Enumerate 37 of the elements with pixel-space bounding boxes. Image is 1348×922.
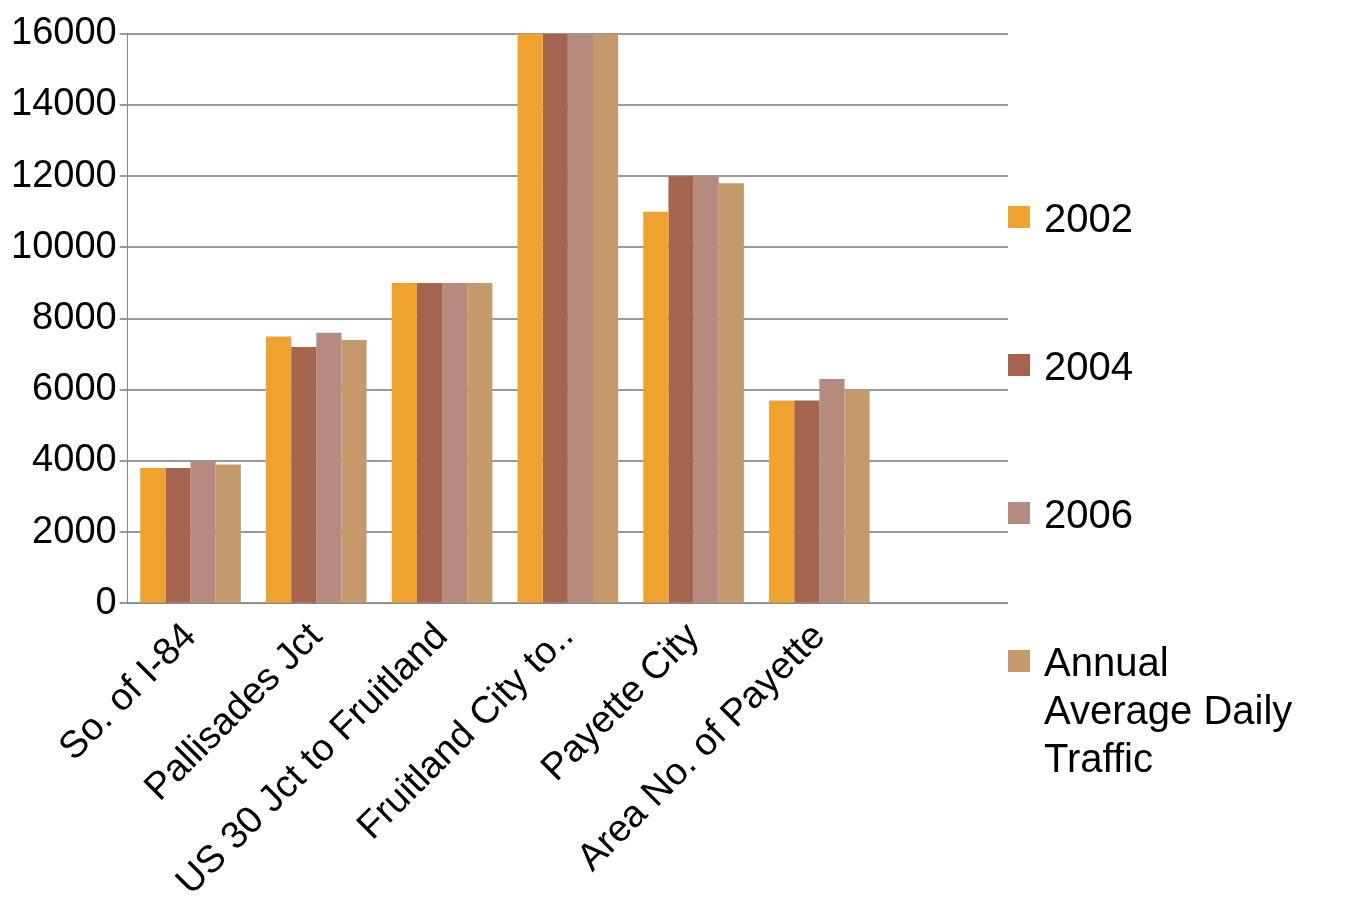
y-tick-label: 4000 — [32, 437, 117, 480]
y-tick-label: 12000 — [11, 152, 117, 195]
bar — [467, 283, 493, 603]
bar — [517, 33, 543, 603]
bar — [567, 33, 593, 603]
bar — [266, 336, 292, 603]
y-tick-label: 16000 — [11, 10, 117, 53]
legend-label: Annual Average Daily Traffic — [1044, 639, 1294, 782]
bar — [693, 176, 719, 603]
bar — [542, 33, 568, 603]
bar — [165, 468, 191, 603]
y-tick-label: 0 — [95, 579, 117, 622]
bar — [442, 283, 468, 603]
bar — [794, 400, 820, 603]
y-tick-label: 10000 — [11, 223, 117, 266]
y-tick-label: 6000 — [32, 366, 117, 409]
bar — [643, 211, 669, 603]
bar — [391, 283, 417, 603]
bar — [769, 400, 795, 603]
bar — [819, 379, 845, 603]
bar — [215, 464, 241, 603]
bar — [140, 468, 166, 603]
legend-label: 2006 — [1044, 491, 1133, 538]
bar — [844, 389, 870, 603]
y-tick-label: 2000 — [32, 508, 117, 551]
legend-label: 2002 — [1044, 195, 1133, 242]
bar — [316, 332, 342, 603]
bar — [592, 33, 619, 603]
y-tick-label: 8000 — [32, 295, 117, 338]
bar — [668, 176, 694, 603]
bar — [416, 283, 443, 603]
bar — [291, 347, 317, 603]
bar — [190, 461, 216, 603]
legend-label: 2004 — [1044, 343, 1133, 390]
bar — [341, 339, 367, 603]
y-tick-label: 14000 — [11, 81, 117, 124]
bar — [718, 183, 744, 603]
